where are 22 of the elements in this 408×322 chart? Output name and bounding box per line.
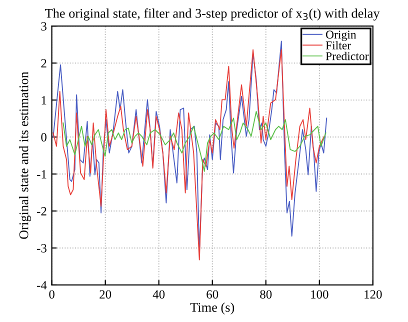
x-axis-title: Time (s) [190,302,234,315]
y-tick-label: -3 [37,244,46,252]
x-tick-label: 80 [260,290,272,299]
chart-title: The original state, filter and 3-step predictor of x$_{3}$(t) with delay [45,8,380,21]
x-tick-label: 0 [49,290,54,299]
y-tick-label: 3 [41,22,46,31]
legend-label: Predictor [326,52,369,60]
y-tick-label: 1 [42,96,46,104]
x-tick-label: 60 [206,290,218,299]
legend-label: Origin [326,30,356,42]
x-tick-label: 100 [311,290,328,299]
y-tick-label: 2 [41,59,46,68]
y-tick-label: -1 [37,170,46,178]
y-tick-label: 0 [41,133,46,142]
y-tick-label: -4 [37,281,47,290]
y-tick-label: -2 [37,207,46,216]
x-tick-label: 120 [364,290,382,299]
x-tick-label: 40 [152,290,165,299]
y-axis-title: Original state and its estimation [18,72,31,239]
x-tick-label: 20 [100,290,112,299]
line-series [62,111,326,172]
legend-label: Filter [326,41,351,50]
